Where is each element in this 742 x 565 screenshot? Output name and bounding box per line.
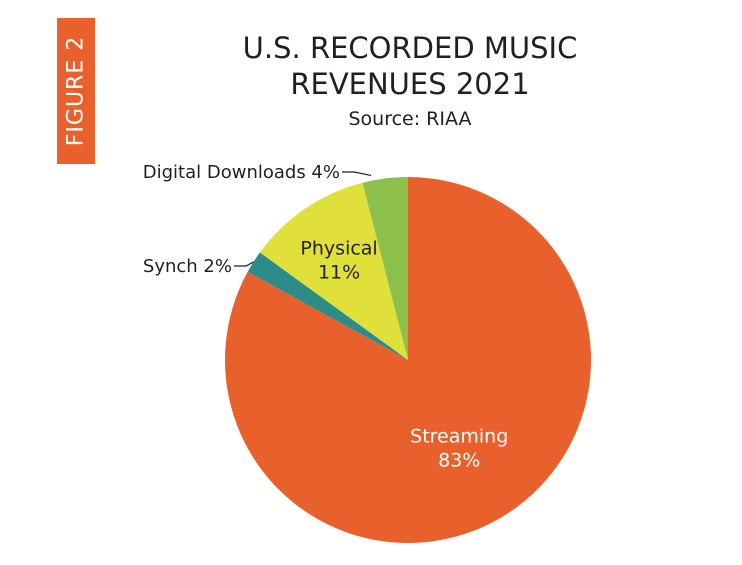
slice-label-physical: Physical <box>300 238 377 260</box>
leader-line-synch <box>234 261 254 267</box>
pie-slice-synch <box>247 252 408 360</box>
pie-slice-physical <box>259 182 408 360</box>
pie-slice-digital-downloads <box>362 177 408 360</box>
slice-value-physical: 11% <box>318 262 360 284</box>
slice-label-streaming: Streaming <box>410 426 508 448</box>
leader-line-digital-downloads <box>342 171 372 177</box>
slice-label-synch: Synch 2% <box>143 256 232 277</box>
chart-title: U.S. RECORDED MUSIC <box>242 31 578 65</box>
figure-label-tab: FIGURE 2 <box>57 18 95 164</box>
chart-subtitle: Source: RIAA <box>348 108 472 130</box>
slice-label-digital-downloads: Digital Downloads 4% <box>143 162 340 183</box>
chart-title-line2: REVENUES 2021 <box>290 67 530 101</box>
pie-slice-streaming <box>225 176 592 544</box>
slice-value-streaming: 83% <box>438 450 480 472</box>
